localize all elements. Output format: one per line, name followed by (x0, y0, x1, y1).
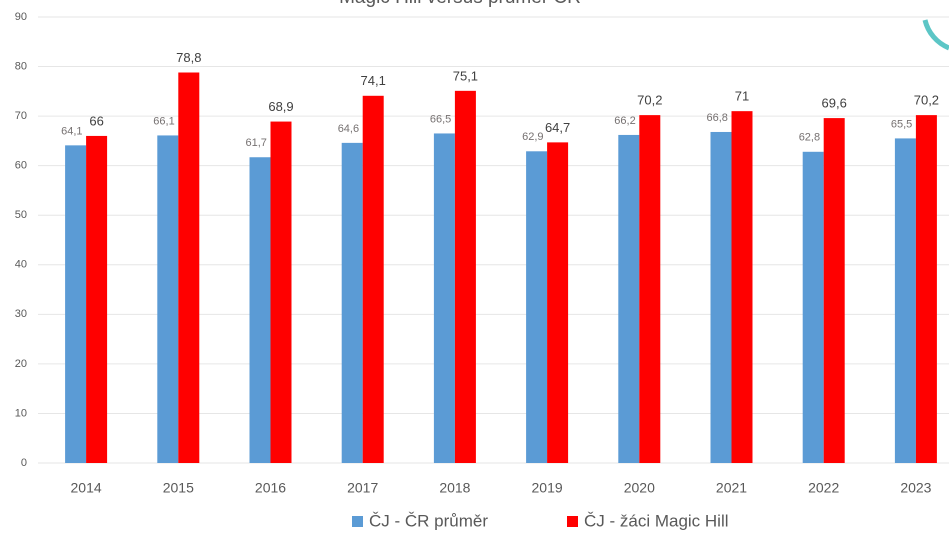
y-tick-label: 40 (15, 259, 27, 271)
x-tick-label: 2023 (900, 480, 931, 496)
bar (731, 111, 753, 464)
value-label: 69,6 (822, 96, 847, 111)
value-label: 74,1 (361, 73, 386, 88)
bar (915, 115, 937, 464)
y-tick-label: 70 (15, 110, 27, 122)
legend-label: ČJ - ČR průměr (369, 511, 488, 530)
value-label: 75,1 (453, 68, 478, 83)
x-tick-label: 2016 (255, 480, 286, 496)
legend-label: ČJ - žáci Magic Hill (584, 511, 729, 530)
value-label: 66,1 (153, 115, 174, 127)
legend-swatch (567, 516, 578, 527)
bar (639, 115, 661, 464)
value-label: 62,8 (799, 132, 820, 144)
value-label: 70,2 (914, 93, 939, 108)
value-label: 71 (735, 89, 749, 104)
bar (178, 72, 200, 463)
bar (802, 151, 824, 463)
bar (547, 142, 569, 463)
y-tick-label: 30 (15, 308, 27, 320)
bar (249, 157, 271, 463)
legend-swatch (352, 516, 363, 527)
x-tick-label: 2019 (532, 480, 563, 496)
x-tick-label: 2018 (439, 480, 470, 496)
bar (710, 131, 732, 464)
x-tick-label: 2015 (163, 480, 194, 496)
bar (526, 151, 548, 463)
y-tick-label: 90 (15, 11, 27, 23)
bar (65, 145, 87, 464)
bar (894, 138, 916, 463)
value-label: 70,2 (637, 93, 662, 108)
value-label: 66,8 (707, 112, 728, 124)
value-label: 65,5 (891, 118, 912, 130)
y-tick-label: 60 (15, 160, 27, 172)
x-tick-label: 2021 (716, 480, 747, 496)
bar (86, 135, 108, 463)
value-label: 66,2 (614, 115, 635, 127)
value-label: 64,7 (545, 120, 570, 135)
value-label: 61,7 (246, 137, 267, 149)
logo-arc (922, 19, 949, 51)
value-label: 68,9 (268, 99, 293, 114)
y-tick-label: 80 (15, 60, 27, 72)
value-label: 64,1 (61, 125, 82, 137)
y-tick-label: 10 (15, 407, 27, 419)
y-tick-label: 20 (15, 358, 27, 370)
value-label: 64,6 (338, 123, 359, 135)
value-label: 78,8 (176, 50, 201, 65)
value-label: 66 (89, 113, 103, 128)
value-label: 62,9 (522, 131, 543, 143)
value-label: 66,5 (430, 113, 451, 125)
x-tick-label: 2017 (347, 480, 378, 496)
bar (362, 95, 384, 463)
bar (618, 134, 640, 464)
bar (454, 90, 476, 464)
chart-title: Magic Hill versus průměr ČR (339, 0, 581, 8)
y-tick-label: 50 (15, 209, 27, 221)
bar (157, 135, 179, 463)
x-tick-label: 2022 (808, 480, 839, 496)
y-tick-label: 0 (21, 457, 27, 469)
x-tick-label: 2014 (71, 480, 102, 496)
bar (270, 121, 292, 463)
bar (433, 133, 455, 463)
bar (341, 142, 363, 464)
x-tick-label: 2020 (624, 480, 655, 496)
bar (823, 118, 845, 464)
